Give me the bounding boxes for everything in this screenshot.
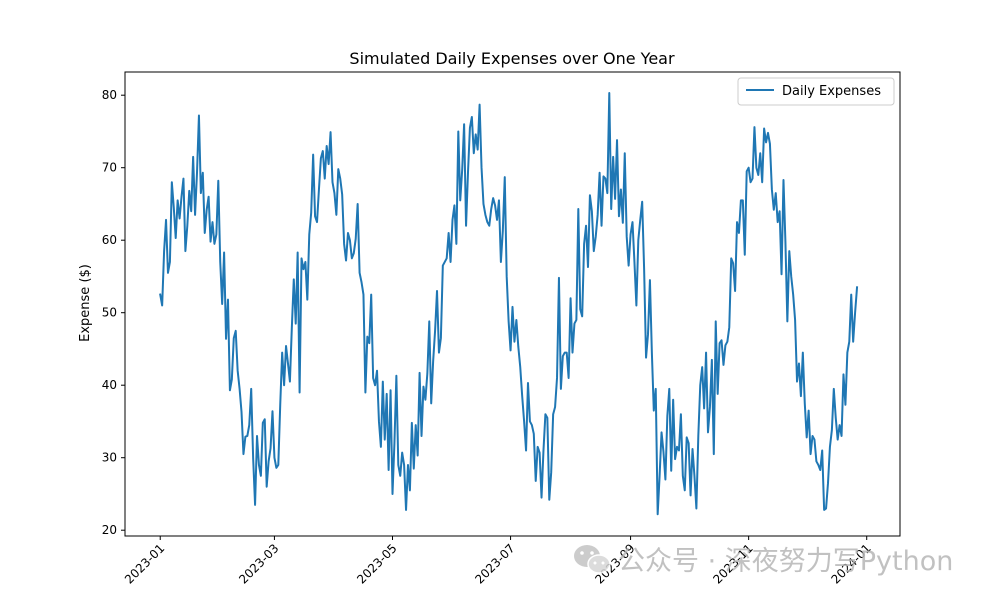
plot-area <box>125 72 900 536</box>
legend-label-daily-expenses: Daily Expenses <box>782 84 881 99</box>
y-tick-label: 50 <box>102 306 117 320</box>
y-tick-label: 30 <box>102 451 117 465</box>
y-axis-label: Expense ($) <box>78 264 93 342</box>
plot-frame <box>124 71 901 537</box>
y-tick-label: 80 <box>102 88 117 102</box>
chart-title: Simulated Daily Expenses over One Year <box>349 49 675 68</box>
y-tick-label: 40 <box>102 378 117 392</box>
y-tick-label: 60 <box>102 233 117 247</box>
legend-box <box>737 77 895 106</box>
legend: Daily Expenses <box>737 77 895 106</box>
wechat-icon <box>574 545 611 574</box>
y-tick-label: 20 <box>102 523 117 537</box>
y-tick-label: 70 <box>102 161 117 175</box>
x-tick-label: 2023-07 <box>472 541 517 586</box>
watermark-text: 公众号 · 深夜努力写Python <box>618 546 953 577</box>
x-tick-label: 2023-01 <box>122 541 167 586</box>
series-line-daily-expenses <box>159 92 859 516</box>
watermark: 公众号 · 深夜努力写Python <box>574 545 953 577</box>
x-tick-label: 2023-05 <box>354 541 399 586</box>
y-axis: 20 30 40 50 60 70 80 <box>102 88 125 537</box>
x-tick-label: 2023-03 <box>236 541 281 586</box>
